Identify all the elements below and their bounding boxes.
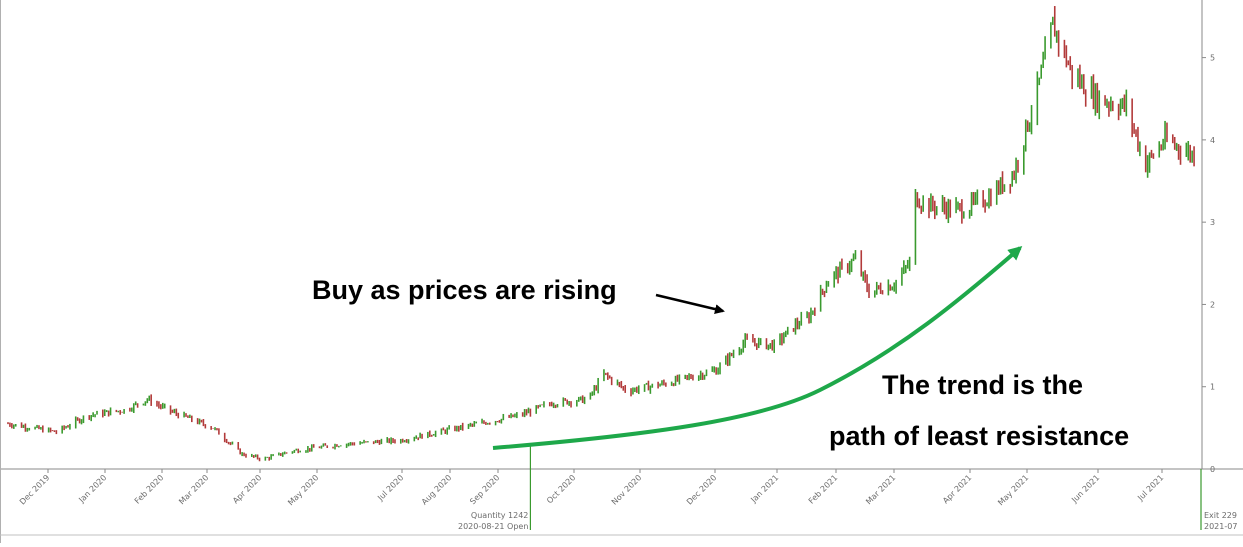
x-tick-label: Aug 2020 xyxy=(420,473,454,507)
x-tick-label: Jun 2021 xyxy=(1069,473,1101,505)
x-axis-ticks: Dec 2019 Jan 2020 Feb 2020 Mar 2020 Apr 2020… xyxy=(18,469,1165,507)
trend-arrow xyxy=(492,246,1023,450)
x-tick-label: May 2020 xyxy=(286,473,320,507)
x-tick-label: Feb 2020 xyxy=(133,473,166,506)
entry-quantity-label: Quantity 1242 xyxy=(471,511,528,520)
exit-label: Exit 229 xyxy=(1204,511,1237,520)
x-tick-label: Jan 2021 xyxy=(748,473,780,505)
x-tick-label: Jul 2021 xyxy=(1135,473,1165,503)
annotation-trend-line2: path of least resistance xyxy=(829,421,1130,451)
y-tick-label: 5 xyxy=(1210,54,1215,63)
x-tick-label: Apr 2021 xyxy=(941,473,973,505)
annotation-buy-rising: Buy as prices are rising xyxy=(312,275,617,305)
x-tick-label: Oct 2020 xyxy=(545,473,577,505)
y-tick-label: 1 xyxy=(1210,383,1215,392)
x-tick-label: Dec 2020 xyxy=(685,473,719,507)
y-tick-label: 0 xyxy=(1210,465,1215,474)
y-axis-ticks: 0 1 2 3 4 5 xyxy=(1202,54,1215,474)
annotation-trend-line1: The trend is the xyxy=(882,370,1084,400)
exit-date-label: 2021-07 xyxy=(1204,522,1237,531)
x-tick-label: Mar 2021 xyxy=(864,473,897,506)
x-tick-label: Nov 2020 xyxy=(610,473,644,507)
x-tick-label: Mar 2020 xyxy=(177,473,210,506)
y-tick-label: 2 xyxy=(1210,300,1215,309)
y-tick-label: 3 xyxy=(1210,218,1215,227)
x-tick-label: Apr 2020 xyxy=(231,473,263,505)
x-tick-label: Feb 2021 xyxy=(807,473,840,506)
x-tick-label: May 2021 xyxy=(996,473,1030,507)
price-bars xyxy=(7,6,1195,462)
x-tick-label: Jan 2020 xyxy=(76,473,108,505)
x-tick-label: Dec 2019 xyxy=(18,473,52,507)
y-tick-label: 4 xyxy=(1210,136,1215,145)
entry-date-label: 2020-08-21 Open xyxy=(458,522,528,531)
x-tick-label: Sep 2020 xyxy=(468,473,501,506)
pointer-arrow xyxy=(655,293,725,315)
x-tick-label: Jul 2020 xyxy=(375,473,405,503)
